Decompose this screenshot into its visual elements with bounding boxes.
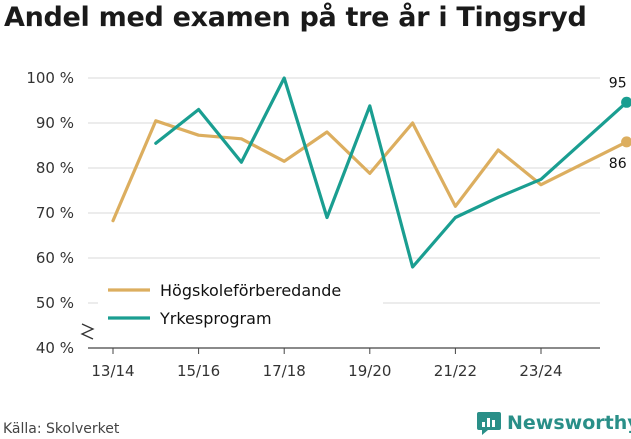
y-axis-ticks: 100 % 90 % 80 % 70 % 60 % 50 % 40 %: [26, 69, 74, 357]
end-point: [621, 96, 631, 108]
end-label: 86 %: [609, 156, 631, 172]
y-tick-label: 50 %: [36, 294, 74, 312]
axis-break-mask: [80, 322, 96, 342]
brand-name: Newsworthy: [507, 412, 631, 434]
legend-label: Yrkesprogram: [159, 309, 272, 328]
series-line-yrkesprogram: [154, 76, 629, 269]
x-tick-label: 15/16: [177, 362, 220, 380]
y-tick-label: 100 %: [26, 69, 74, 87]
legend: Högskoleförberedande Yrkesprogram: [98, 276, 383, 334]
y-tick-label: 40 %: [36, 339, 74, 357]
x-tick-label: 19/20: [348, 362, 391, 380]
gridlines: [88, 77, 600, 304]
x-tick-label: 21/22: [434, 362, 477, 380]
y-tick-label: 70 %: [36, 204, 74, 222]
y-tick-label: 60 %: [36, 249, 74, 267]
x-tick-label: 17/18: [263, 362, 306, 380]
source-note: Källa: Skolverket: [3, 421, 120, 437]
newsworthy-logo-icon: [477, 412, 501, 435]
chart-title: Andel med examen på tre år i Tingsryd: [4, 2, 587, 33]
x-tick-label: 13/14: [91, 362, 134, 380]
legend-background: [98, 276, 383, 334]
legend-label: Högskoleförberedande: [160, 281, 341, 300]
x-tick-label: 23/24: [519, 362, 562, 380]
y-tick-label: 90 %: [36, 114, 74, 132]
y-tick-label: 80 %: [36, 159, 74, 177]
series-lines: 86 % 95 %: [111, 75, 631, 269]
end-label: 95 %: [609, 75, 631, 91]
newsworthy-logo: Newsworthy: [476, 410, 631, 436]
series-line-hogskoleforberedande: [111, 119, 629, 223]
x-axis: 13/14 15/16 17/18 19/20 21/22 23/24: [80, 322, 600, 380]
axis-break-icon: [80, 323, 95, 340]
end-point: [621, 136, 631, 148]
